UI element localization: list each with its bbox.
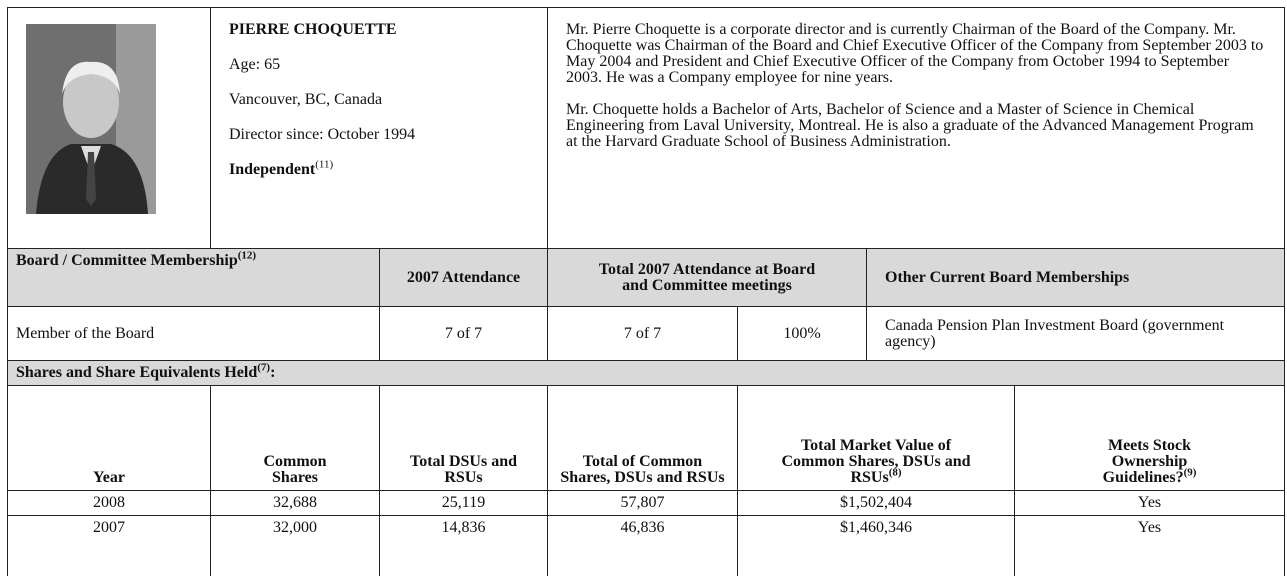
header-cell: Meets Stock Ownership Guidelines?(9) [1015,386,1285,491]
header-text: Total Market Value of Common Shares, DSU… [781,437,970,486]
body: PIERRE CHOQUETTE Age: 65 Vancouver, BC, … [0,0,1287,569]
footnote: (9) [1184,467,1197,479]
cell: 2007 [8,516,211,576]
shares-row: 2008 32,688 25,119 57,807 $1,502,404 Yes [8,491,1285,516]
age: Age: 65 [229,57,529,73]
photo [26,24,156,214]
cell: Yes [1015,516,1285,576]
header-text: 2007 Attendance [407,269,520,286]
director-since: Director since: October 1994 [229,127,529,143]
cell: 32,000 [211,516,380,576]
independent: Independent(11) [229,162,529,178]
cell: $1,460,346 [738,516,1015,576]
shares-title: Shares and Share Equivalents Held(7): [8,361,1285,386]
cell: 7 of 7 [548,307,738,361]
title-punct: : [270,364,275,381]
name: PIERRE CHOQUETTE [229,22,529,38]
title-text: Shares and Share Equivalents Held [16,364,257,381]
cell: Yes [1015,491,1285,516]
header-cell: Total 2007 Attendance at Board and Commi… [548,249,867,307]
header-cell: 2007 Attendance [380,249,548,307]
header-text: Board / Committee Membership [16,252,238,269]
bio-paragraph: Mr. Pierre Choquette is a corporate dire… [566,22,1266,86]
footnote: (11) [315,159,333,171]
header-text: Other Current Board Memberships [885,269,1129,286]
cell: 14,836 [380,516,548,576]
cell: 46,836 [548,516,738,576]
header-cell: Total DSUs and RSUs [380,386,548,491]
cell: $1,502,404 [738,491,1015,516]
header-text: Meets Stock Ownership Guidelines? [1103,437,1191,486]
header-text: Total 2007 Attendance at Board and Commi… [599,261,815,294]
shares-title-row: Shares and Share Equivalents Held(7): [8,361,1285,386]
header-cell: Other Current Board Memberships [867,249,1285,307]
bio-cell: Mr. Pierre Choquette is a corporate dire… [548,8,1285,249]
independent-label: Independent [229,161,315,178]
header-cell: Common Shares [211,386,380,491]
cell: 57,807 [548,491,738,516]
profile-row: PIERRE CHOQUETTE Age: 65 Vancouver, BC, … [8,8,1285,249]
shares-header: Year Common Shares Total DSUs and RSUs T… [8,386,1285,491]
header-cell: Total Market Value of Common Shares, DSU… [738,386,1015,491]
bio-paragraph: Mr. Choquette holds a Bachelor of Arts, … [566,102,1266,150]
membership-row: Member of the Board 7 of 7 7 of 7 100% C… [8,307,1285,361]
footnote: (12) [238,250,256,262]
footnote: (8) [889,467,902,479]
header-cell: Board / Committee Membership(12) [8,249,380,307]
profile-table: PIERRE CHOQUETTE Age: 65 Vancouver, BC, … [7,7,1285,576]
cell: 7 of 7 [380,307,548,361]
cell: 32,688 [211,491,380,516]
location: Vancouver, BC, Canada [229,92,529,108]
membership-header: Board / Committee Membership(12) 2007 At… [8,249,1285,307]
cell: 100% [738,307,867,361]
footnote: (7) [257,362,270,374]
profile-cell: PIERRE CHOQUETTE Age: 65 Vancouver, BC, … [211,8,548,249]
photo-cell [8,8,211,249]
cell: 25,119 [380,491,548,516]
page: Director Profile {"profile": {"name": "P… [0,0,1287,569]
header-cell: Year [8,386,211,491]
cell: Member of the Board [8,307,380,361]
cell: Canada Pension Plan Investment Board (go… [867,307,1285,361]
shares-row: 2007 32,000 14,836 46,836 $1,460,346 Yes [8,516,1285,576]
cell: 2008 [8,491,211,516]
header-cell: Total of Common Shares, DSUs and RSUs [548,386,738,491]
